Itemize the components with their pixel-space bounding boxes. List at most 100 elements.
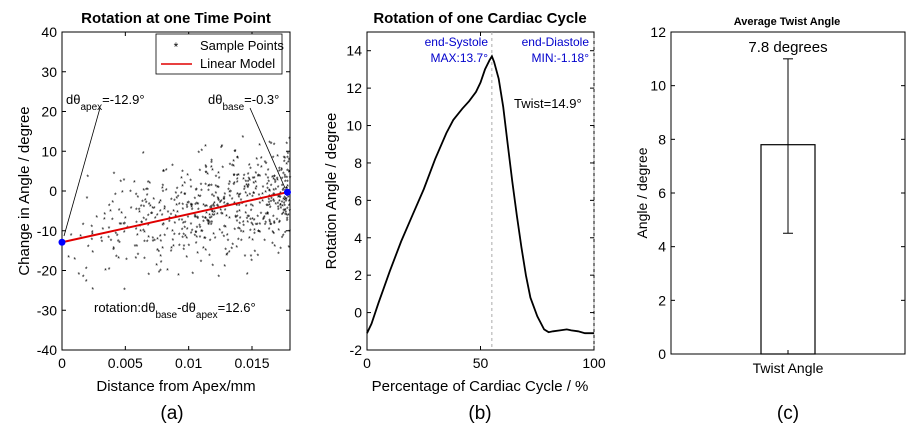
sample-point: * <box>135 208 138 215</box>
sample-point: * <box>205 171 208 178</box>
sample-point: * <box>221 231 224 238</box>
panel-b: Rotation of one Cardiac Cycle -202468101… <box>323 10 606 424</box>
sample-point: * <box>207 221 210 228</box>
sample-point: * <box>211 210 214 217</box>
sample-point: * <box>183 226 186 233</box>
y-tick-label: 10 <box>41 143 57 159</box>
sample-point: * <box>82 275 85 282</box>
sample-point: * <box>255 185 258 192</box>
sample-point: * <box>274 188 277 195</box>
sample-point: * <box>190 204 193 211</box>
sample-point: * <box>232 182 235 189</box>
sample-point: * <box>264 223 267 230</box>
sample-point: * <box>211 209 214 216</box>
sample-point: * <box>137 252 140 259</box>
sample-point: * <box>288 203 291 210</box>
y-tick-label: 8 <box>658 131 666 147</box>
sample-point: * <box>161 246 164 253</box>
sample-point: * <box>148 202 151 209</box>
sample-point: * <box>215 174 218 181</box>
sample-point: * <box>257 254 260 261</box>
sample-point: * <box>236 192 239 199</box>
sample-point: * <box>196 217 199 224</box>
sample-point: * <box>156 237 159 244</box>
sample-point: * <box>198 223 201 230</box>
sample-point: * <box>242 220 245 227</box>
sample-point: * <box>190 185 193 192</box>
sample-point: * <box>217 197 220 204</box>
sample-point: * <box>147 235 150 242</box>
sample-point: * <box>185 236 188 243</box>
sample-point: * <box>243 187 246 194</box>
sample-point: * <box>138 210 141 217</box>
sample-point: * <box>284 180 287 187</box>
sample-point: * <box>266 187 269 194</box>
sample-point: * <box>277 207 280 214</box>
sample-point: * <box>191 271 194 278</box>
x-tick-label: 50 <box>473 355 489 371</box>
sample-point: * <box>178 218 181 225</box>
sample-point: * <box>234 149 237 156</box>
sample-point: * <box>236 210 239 217</box>
sample-point: * <box>204 164 207 171</box>
sample-point: * <box>197 150 200 157</box>
sample-point: * <box>253 176 256 183</box>
sample-point: * <box>204 144 207 151</box>
sample-point: * <box>160 239 163 246</box>
sample-point: * <box>193 215 196 222</box>
sample-point: * <box>134 244 137 251</box>
y-tick-label: 40 <box>41 24 57 40</box>
sample-point: * <box>285 210 288 217</box>
sample-point: * <box>214 236 217 243</box>
sample-point: * <box>248 163 251 170</box>
sample-point: * <box>117 239 120 246</box>
sample-point: * <box>108 267 111 274</box>
sample-point: * <box>217 199 220 206</box>
sample-point: * <box>208 221 211 228</box>
sample-point: * <box>100 240 103 247</box>
sample-point: * <box>223 205 226 212</box>
sample-point: * <box>195 188 198 195</box>
sample-point: * <box>151 206 154 213</box>
sample-point: * <box>282 197 285 204</box>
sample-point: * <box>117 256 120 263</box>
sample-point: * <box>218 176 221 183</box>
sample-point: * <box>258 143 261 150</box>
sample-point: * <box>185 255 188 262</box>
sample-point: * <box>147 180 150 187</box>
sample-point: * <box>151 211 154 218</box>
sample-point: * <box>219 200 222 207</box>
sample-point: * <box>234 214 237 221</box>
sample-point: * <box>262 185 265 192</box>
sample-point: * <box>283 195 286 202</box>
sample-point: * <box>246 194 249 201</box>
y-tick-label: -20 <box>37 263 57 279</box>
sample-point: * <box>181 227 184 234</box>
sample-point: * <box>272 188 275 195</box>
sample-point: * <box>112 248 115 255</box>
sample-point: * <box>232 164 235 171</box>
panel-b-reference-lines <box>491 32 595 350</box>
sample-point: * <box>175 191 178 198</box>
sample-point: * <box>141 200 144 207</box>
panel-a-x-axis-label: Distance from Apex/mm <box>96 378 255 395</box>
sample-point: * <box>161 223 164 230</box>
sample-point: * <box>242 230 245 237</box>
sample-point: * <box>261 192 264 199</box>
y-tick-label: 0 <box>49 183 57 199</box>
sample-point: * <box>278 221 281 228</box>
sample-point: * <box>200 260 203 267</box>
sample-point: * <box>118 240 121 247</box>
sample-point: * <box>223 192 226 199</box>
sample-point: * <box>143 204 146 211</box>
sample-point: * <box>248 214 251 221</box>
sample-point: * <box>286 155 289 162</box>
sample-point: * <box>170 198 173 205</box>
sample-point: * <box>210 160 213 167</box>
sample-point: * <box>167 210 170 217</box>
x-tick-label: 0.005 <box>108 355 143 371</box>
sample-point: * <box>143 240 146 247</box>
sample-point: * <box>284 174 287 181</box>
sample-point: * <box>213 194 216 201</box>
